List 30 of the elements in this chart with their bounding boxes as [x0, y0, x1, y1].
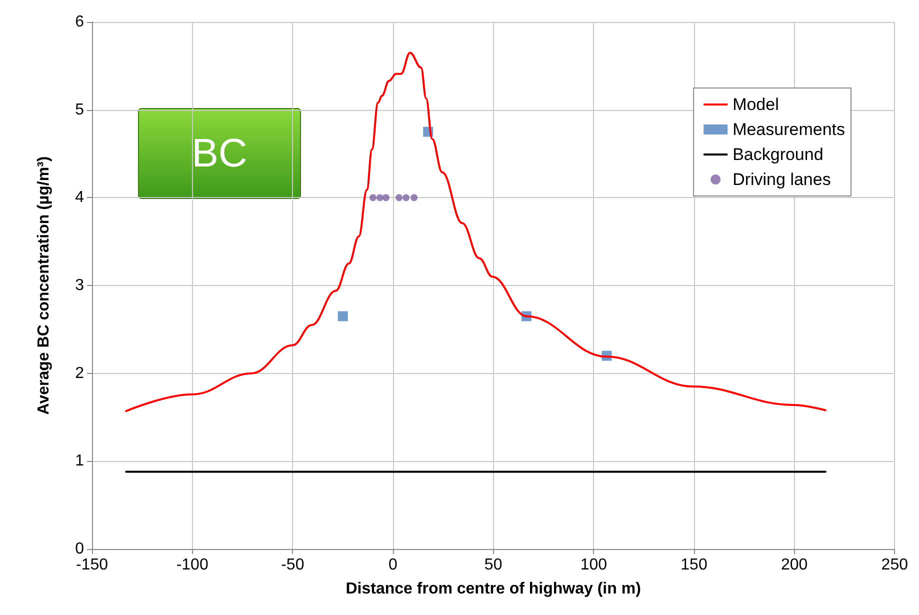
x-tick-label: -100: [176, 556, 208, 574]
y-tick-label: 3: [75, 277, 84, 294]
y-tick-label: 2: [75, 364, 84, 382]
x-tick-label: 100: [580, 556, 608, 574]
x-tick-label: 50: [484, 556, 502, 574]
point: [410, 194, 418, 202]
x-tick-label: -150: [76, 556, 108, 574]
point: [369, 194, 376, 202]
y-axis-title: Average BC concentration (µg/m³): [36, 156, 52, 415]
legend-label: Measurements: [732, 120, 846, 139]
point: [376, 194, 384, 202]
point: [402, 194, 410, 202]
x-tick-label: 150: [680, 556, 708, 574]
x-tick-label: 200: [780, 556, 808, 574]
legend-label: Background: [732, 145, 824, 164]
point: [382, 194, 390, 202]
x-axis-title: Distance from centre of highway (in m): [346, 580, 641, 598]
y-tick-label: 4: [75, 189, 84, 206]
legend-label: Driving lanes: [732, 170, 831, 189]
y-tick-label: 1: [75, 452, 84, 470]
x-tick-label: 0: [388, 556, 398, 574]
y-tick-label: 6: [75, 14, 84, 30]
x-tick-label: -50: [281, 556, 304, 574]
point: [338, 311, 348, 322]
point: [396, 194, 403, 202]
annotation: BC: [192, 132, 248, 176]
y-tick-label: 5: [75, 101, 84, 118]
legend-label: Model: [732, 95, 779, 114]
x-tick-label: 250: [881, 556, 908, 574]
y-tick-label: 0: [75, 540, 84, 558]
